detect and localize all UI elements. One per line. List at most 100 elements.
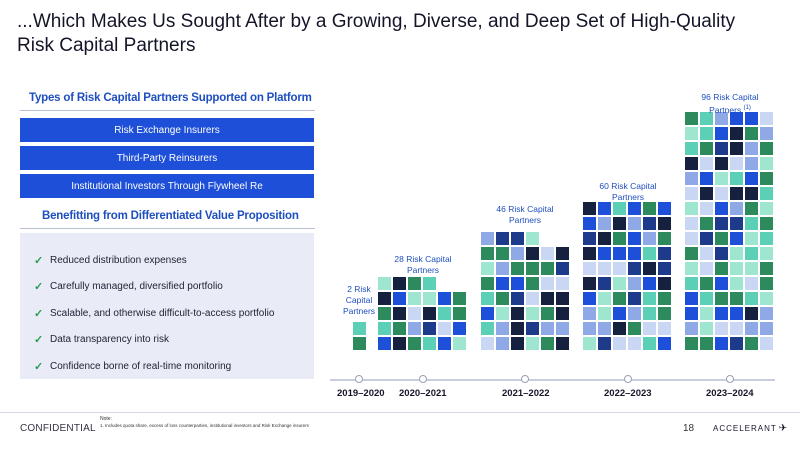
- bar-label-line: 46 Risk Capital: [496, 204, 554, 214]
- timeline-tick: [419, 375, 427, 383]
- bar-label-2020-2021: 28 Risk Capital Partners: [378, 254, 468, 276]
- partner-cell: [730, 217, 743, 230]
- partner-cell: [760, 127, 773, 140]
- partner-cell: [658, 247, 671, 260]
- partner-cell: [541, 292, 554, 305]
- partner-cell: [658, 322, 671, 335]
- partner-cell: [730, 202, 743, 215]
- bar-label-2019-2020: 2 Risk Capital Partners: [329, 284, 389, 317]
- partner-cell: [643, 232, 656, 245]
- partner-cell: [745, 202, 758, 215]
- partner-cell: [541, 277, 554, 290]
- partner-cell: [613, 292, 626, 305]
- partner-cell: [511, 247, 524, 260]
- partner-cell: [556, 322, 569, 335]
- partner-cell: [496, 262, 509, 275]
- partner-cell: [423, 292, 436, 305]
- partner-cell: [745, 172, 758, 185]
- type-bar-risk-exchange-insurers: Risk Exchange Insurers: [20, 118, 314, 142]
- partner-cell: [556, 247, 569, 260]
- partner-cell: [511, 322, 524, 335]
- benefit-item: ✓ Confidence borne of real-time monitori…: [34, 353, 314, 380]
- partner-cell: [730, 187, 743, 200]
- partner-cell: [685, 112, 698, 125]
- partner-cell: [700, 307, 713, 320]
- partner-cell: [378, 337, 391, 350]
- partner-cell: [715, 112, 728, 125]
- partner-cell: [760, 262, 773, 275]
- partner-cell: [353, 337, 366, 350]
- benefit-label: Reduced distribution expenses: [50, 254, 187, 266]
- type-bar-third-party-reinsurers: Third-Party Reinsurers: [20, 146, 314, 170]
- partner-cell: [598, 322, 611, 335]
- partner-cell: [496, 307, 509, 320]
- partner-cell: [598, 202, 611, 215]
- partner-cell: [745, 232, 758, 245]
- partner-cell: [685, 202, 698, 215]
- partner-cell: [700, 142, 713, 155]
- partner-cell: [453, 307, 466, 320]
- partner-cell: [511, 337, 524, 350]
- partner-cell: [613, 202, 626, 215]
- note-heading: Note:: [100, 416, 112, 422]
- partner-cell: [613, 247, 626, 260]
- partner-cell: [453, 322, 466, 335]
- partner-cell: [423, 277, 436, 290]
- partner-cell: [685, 322, 698, 335]
- checkmark-icon: ✓: [34, 307, 44, 320]
- benefits-heading-rule: [20, 228, 315, 229]
- partner-cell: [730, 337, 743, 350]
- partner-cell: [423, 307, 436, 320]
- partner-cell: [393, 277, 406, 290]
- partner-cell: [496, 322, 509, 335]
- partner-cell: [685, 187, 698, 200]
- partner-cell: [378, 277, 391, 290]
- partner-cell: [481, 277, 494, 290]
- bar-label-text: Partners: [709, 104, 742, 115]
- partner-cell: [700, 232, 713, 245]
- partner-cell: [730, 247, 743, 260]
- type-bar-label: Risk Exchange Insurers: [114, 124, 220, 136]
- partner-cell: [643, 292, 656, 305]
- partner-cell: [700, 157, 713, 170]
- partner-cell: [453, 292, 466, 305]
- partner-cell: [730, 112, 743, 125]
- confidential-label: CONFIDENTIAL: [20, 423, 96, 434]
- partner-cell: [745, 112, 758, 125]
- partner-cell: [583, 337, 596, 350]
- partner-cell: [556, 337, 569, 350]
- partner-cell: [700, 277, 713, 290]
- partner-cell: [658, 262, 671, 275]
- partner-cell: [658, 202, 671, 215]
- bar-label-line: Partners (1): [685, 103, 775, 116]
- partner-cell: [628, 307, 641, 320]
- partner-cell: [643, 217, 656, 230]
- partner-cell: [745, 142, 758, 155]
- partner-cell: [730, 277, 743, 290]
- partner-cell: [526, 337, 539, 350]
- footnote-marker: (1): [743, 105, 751, 111]
- partner-cell: [628, 217, 641, 230]
- partner-cell: [643, 337, 656, 350]
- bar-label-line: Capital: [345, 295, 373, 305]
- partner-cell: [730, 232, 743, 245]
- benefit-item: ✓ Carefully managed, diversified portfol…: [34, 274, 314, 301]
- partner-cell: [628, 337, 641, 350]
- partner-cell: [511, 307, 524, 320]
- checkmark-icon: ✓: [34, 360, 44, 373]
- partner-cell: [760, 157, 773, 170]
- partner-cell: [700, 262, 713, 275]
- partner-cell: [700, 322, 713, 335]
- partner-cell: [658, 292, 671, 305]
- partner-cell: [658, 217, 671, 230]
- partner-cell: [526, 277, 539, 290]
- partner-cell: [760, 232, 773, 245]
- bar-label-line: Partners: [508, 215, 542, 225]
- partner-cell: [685, 292, 698, 305]
- partner-cell: [700, 127, 713, 140]
- benefits-panel: ✓ Reduced distribution expenses ✓ Carefu…: [20, 233, 314, 379]
- partner-cell: [685, 307, 698, 320]
- bar-label-line: 2 Risk: [347, 284, 371, 294]
- benefits-heading: Benefitting from Differentiated Value Pr…: [42, 210, 299, 222]
- partner-cell: [541, 322, 554, 335]
